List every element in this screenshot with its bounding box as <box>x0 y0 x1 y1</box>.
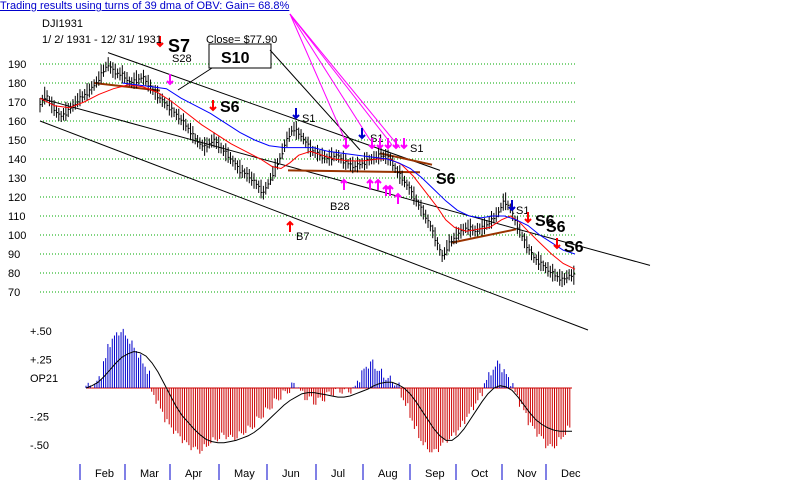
signal-label: S28 <box>172 53 192 65</box>
month-label: Sep <box>425 468 445 480</box>
month-label: May <box>234 468 255 480</box>
price-tick-label: 120 <box>8 192 26 204</box>
sell-arrow-icon <box>342 138 350 150</box>
signal-label: S6 <box>546 219 566 236</box>
price-tick-label: 150 <box>8 135 26 147</box>
signal-line <box>289 13 401 149</box>
results-caption[interactable]: Trading results using turns of 39 dma of… <box>0 0 290 12</box>
price-tick-label: 160 <box>8 116 26 128</box>
signal-label: S7 <box>168 36 190 56</box>
sell-arrow-icon <box>524 212 532 224</box>
month-label: Mar <box>140 468 159 480</box>
signal-line <box>289 13 371 141</box>
signal-label: S6 <box>564 239 584 256</box>
signal-label: S6 <box>535 213 555 230</box>
osc-tick-label: +.25 <box>30 355 52 367</box>
osc-ma-line <box>85 350 572 444</box>
osc-title-label: OP21 <box>30 373 58 385</box>
month-label: Apr <box>185 468 202 480</box>
trend-line <box>451 228 517 244</box>
signal-label: B7 <box>296 231 309 243</box>
sell-arrow-icon <box>400 138 408 150</box>
price-tick-label: 190 <box>8 59 26 71</box>
price-tick-label: 90 <box>8 249 20 261</box>
month-label: Jun <box>282 468 300 480</box>
sell-arrow-icon <box>368 138 376 150</box>
sell-arrow-icon <box>156 36 164 48</box>
signal-label: S6 <box>436 171 456 188</box>
price-tick-label: 140 <box>8 154 26 166</box>
signal-label: S1 <box>516 205 529 217</box>
price-tick-label: 130 <box>8 173 26 185</box>
price-bars <box>39 57 576 288</box>
month-label: Feb <box>95 468 114 480</box>
buy-arrow-icon <box>374 178 382 190</box>
price-tick-label: 170 <box>8 97 26 109</box>
sell-arrow-icon <box>508 200 516 212</box>
osc-tick-label: -.50 <box>30 440 49 452</box>
ma-red-line <box>39 84 576 270</box>
sell-arrow-icon <box>384 138 392 150</box>
sell-arrow-icon <box>392 138 400 150</box>
price-tick-label: 180 <box>8 78 26 90</box>
buy-arrow-icon <box>386 184 394 196</box>
ma-blue-line <box>122 82 576 255</box>
signal-label: S1 <box>302 113 315 125</box>
month-label: Dec <box>561 468 581 480</box>
buy-arrow-icon <box>366 178 374 190</box>
price-tick-label: 80 <box>8 268 20 280</box>
month-label: Aug <box>378 468 398 480</box>
close-price-label: Close= $77.90 <box>206 34 278 46</box>
osc-tick-label: -.25 <box>30 412 49 424</box>
osc-tick-label: +.50 <box>30 326 52 338</box>
price-tick-label: 70 <box>8 287 20 299</box>
signal-label: S6 <box>220 99 240 116</box>
month-label: Oct <box>471 468 488 480</box>
date-range-label: 1/ 2/ 1931 - 12/ 31/ 1931 <box>42 34 162 46</box>
sell-arrow-icon <box>292 108 300 120</box>
sell-arrow-icon <box>358 128 366 140</box>
channel-lower-line <box>39 120 589 331</box>
month-label: Jul <box>331 468 345 480</box>
sell-arrow-icon <box>166 74 174 86</box>
trend-line <box>287 169 421 174</box>
sell-arrow-icon <box>376 138 384 150</box>
price-tick-label: 100 <box>8 230 26 242</box>
sell-arrow-icon <box>209 100 217 112</box>
price-tick-label: 110 <box>8 211 26 223</box>
buy-arrow-icon <box>286 220 294 232</box>
signal-label: S10 <box>221 50 250 67</box>
signal-label: B28 <box>330 201 350 213</box>
trend-line <box>379 152 433 166</box>
s10-pointer <box>269 49 361 151</box>
sell-arrow-icon <box>553 238 561 250</box>
signal-line <box>289 13 346 141</box>
signal-line <box>289 13 393 146</box>
symbol-label: DJI1931 <box>42 18 83 30</box>
buy-arrow-icon <box>394 192 402 204</box>
s10-pointer <box>177 67 213 91</box>
channel-inner-line <box>107 52 441 171</box>
month-label: Nov <box>517 468 537 480</box>
s10-box <box>208 43 272 69</box>
buy-arrow-icon <box>340 178 348 190</box>
signal-label: S1 <box>410 143 423 155</box>
